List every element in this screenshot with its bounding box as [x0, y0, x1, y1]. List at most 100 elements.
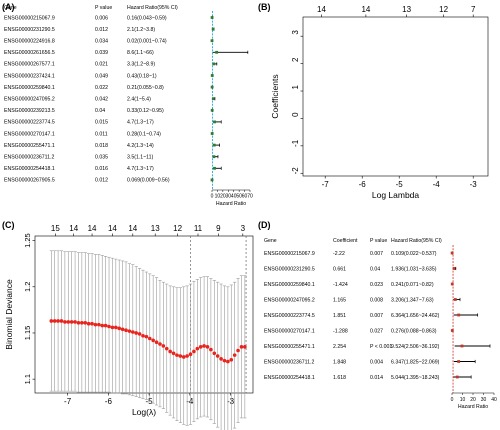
- hr-point: [210, 16, 214, 19]
- hr-point: [460, 344, 464, 348]
- x-tick-label: 30: [226, 194, 232, 200]
- deviance-point: [127, 329, 132, 333]
- table-a-cell: 0.33(0.12~0.95): [127, 108, 164, 114]
- x-tick-label: -4: [186, 397, 194, 406]
- hr-point: [210, 39, 214, 43]
- deviance-point: [134, 331, 138, 335]
- table-a-cell: 2.4(1~5.4): [127, 97, 151, 103]
- deviance-point: [137, 332, 142, 336]
- deviance-point: [222, 358, 227, 363]
- y-tick-label: -2: [291, 167, 300, 175]
- deviance-point: [229, 357, 234, 362]
- hr-point: [455, 375, 459, 379]
- hr-point: [213, 120, 216, 124]
- table-a-cell: 4.7(1.3~17): [127, 120, 154, 126]
- panel-a-forest-plot: Gene P value Hazard Ratio(95% CI) ENSG00000…: [4, 5, 253, 207]
- y-tick-label: 0: [291, 112, 300, 117]
- table-a-cell: 0.042: [95, 97, 108, 103]
- deviance-point: [144, 334, 149, 339]
- table-d-cell: 1.848: [333, 359, 346, 365]
- deviance-point: [188, 352, 193, 357]
- deviance-point: [124, 328, 128, 333]
- deviance-point: [141, 333, 145, 338]
- table-a-cell: 0.02(0.001~0.74): [127, 39, 167, 45]
- x-tick-label: 10: [215, 194, 221, 200]
- deviance-point: [219, 357, 223, 361]
- table-a-cell: ENSG00000254418.1: [4, 166, 55, 172]
- table-a-cell: ENSG00000267905.5: [4, 178, 55, 184]
- table-a-cell: 3.5(1.1~11): [127, 155, 154, 161]
- deviance-point: [202, 344, 206, 348]
- table-d-cell: 0.027: [370, 328, 383, 334]
- deviance-point: [236, 348, 240, 353]
- x-tick-label: 50: [236, 194, 242, 200]
- table-a-cell: 0.035: [95, 155, 108, 161]
- deviance-point: [171, 351, 176, 356]
- table-a-cell: 0.069(0.009~0.56): [127, 178, 170, 184]
- y-tick-label: 1.1: [23, 374, 32, 384]
- hr-point: [453, 298, 457, 301]
- table-d-cell: ENSG00000254418.1: [264, 375, 315, 381]
- deviance-point: [178, 354, 183, 358]
- deviance-point: [209, 347, 213, 352]
- table-d-header: P value: [370, 238, 387, 244]
- table-a-cell: 0.011: [95, 131, 108, 137]
- table-d-cell: ENSG00000270147.1: [264, 328, 315, 334]
- deviance-point: [212, 351, 217, 356]
- table-d-cell: 2.254: [333, 344, 346, 350]
- top-tick-label: 13: [151, 224, 160, 233]
- hr-point: [450, 329, 454, 332]
- top-tick-label: 14: [317, 5, 326, 14]
- top-tick-label: 7: [471, 5, 476, 14]
- y-tick-label: 1: [291, 84, 300, 89]
- table-a-cell: 0.022: [95, 85, 108, 91]
- table-d-cell: 0.008: [370, 297, 383, 303]
- hr-point: [215, 50, 219, 54]
- top-tick-label: 13: [402, 5, 411, 14]
- table-d-cell: 0.007: [370, 313, 383, 319]
- x-tick-label: 0: [211, 194, 214, 200]
- hr-point: [210, 85, 214, 89]
- deviance-point: [107, 324, 111, 329]
- table-d-cell: P < 0.001: [370, 344, 392, 350]
- table-a-cell: 0.04: [95, 108, 105, 114]
- y-axis-title: Coefficients: [270, 74, 280, 118]
- table-a-cell: 0.28(0.1~0.74): [127, 131, 161, 137]
- deviance-point: [154, 340, 159, 345]
- table-d-cell: ENSG00000247095.2: [264, 297, 315, 303]
- top-tick-label: 14: [128, 224, 137, 233]
- y-tick-label: -1: [291, 139, 300, 147]
- table-a-cell: 0.016: [95, 166, 108, 172]
- hr-point: [210, 178, 214, 182]
- x-tick-label: 30: [481, 397, 487, 403]
- table-d-cell: 6.364(1.656~24.462): [391, 313, 440, 319]
- table-a-cell: 0.006: [95, 15, 108, 21]
- panel-label-b: (B): [258, 2, 271, 12]
- x-axis-title: Hazard Ratio: [458, 404, 488, 410]
- deviance-point: [151, 338, 155, 343]
- deviance-point: [97, 322, 101, 327]
- hr-point: [452, 267, 456, 270]
- table-d-cell: 3.206(1.347~7.63): [391, 297, 434, 303]
- deviance-point: [90, 321, 94, 326]
- top-tick-label: 3: [241, 224, 246, 233]
- deviance-point: [130, 330, 135, 334]
- plot-frame: [302, 16, 489, 177]
- table-a-cell: ENSG00000267577.1: [4, 62, 55, 68]
- table-d-cell: -2.22: [333, 251, 345, 257]
- table-d-cell: ENSG00000236711.2: [264, 359, 314, 365]
- table-a-cell: 0.16(0.043~0.59): [127, 15, 167, 21]
- deviance-point: [205, 345, 210, 349]
- table-a-header: Hazard Ratio(95% CI): [127, 5, 178, 11]
- deviance-point: [73, 320, 77, 324]
- table-d-cell: 0.004: [370, 359, 383, 365]
- table-a-cell: 0.018: [95, 143, 108, 149]
- deviance-point: [226, 359, 230, 364]
- x-tick-label: 20: [470, 397, 476, 403]
- deviance-point: [185, 354, 189, 358]
- deviance-point: [110, 325, 115, 330]
- table-d-cell: -1.288: [333, 328, 348, 334]
- table-d-cell: 0.04: [370, 266, 380, 272]
